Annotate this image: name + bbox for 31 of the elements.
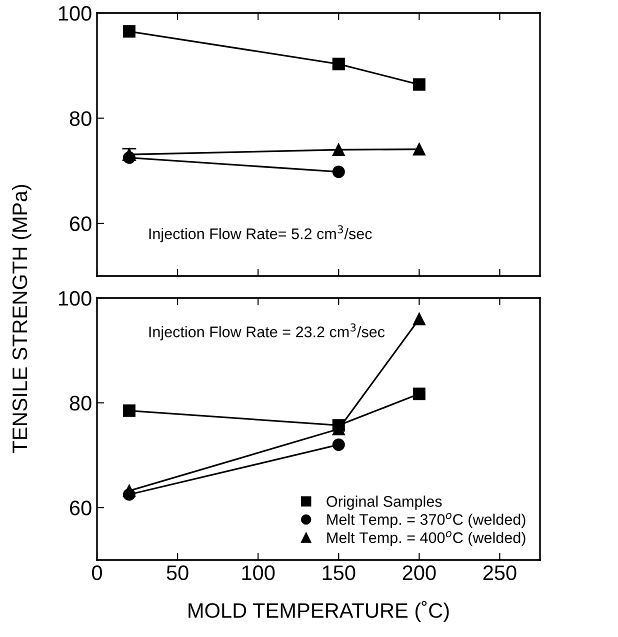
point xyxy=(332,438,345,451)
legend-label: Melt Temp. = 370$^{o}$C (welded) xyxy=(327,512,526,528)
y-tick-label: 80 xyxy=(70,111,92,126)
y-axis-title: TENSILE STRENGTH (MPa) xyxy=(12,184,32,453)
point xyxy=(332,419,345,432)
x-tick-label: 100 xyxy=(242,565,275,580)
y-tick-label: 80 xyxy=(70,396,92,411)
x-tick-label: 0 xyxy=(92,565,102,580)
y-tick-label: 60 xyxy=(70,216,92,232)
legend-label: Melt Temp. = 400$^{o}$C (welded) xyxy=(327,531,526,546)
annotation: Injection Flow Rate = 23.2 cm$^{3}$/sec xyxy=(149,323,385,340)
point xyxy=(412,312,426,326)
x-axis-title: MOLD TEMPERATURE (˚C) xyxy=(188,600,449,622)
x-tick-label: 50 xyxy=(166,565,188,580)
x-tick-label: 150 xyxy=(322,565,356,580)
point xyxy=(412,78,426,91)
point xyxy=(122,488,136,501)
point xyxy=(122,404,136,417)
point xyxy=(122,25,136,38)
point xyxy=(332,144,345,156)
point xyxy=(412,142,426,156)
legend-label: Original Samples xyxy=(326,496,442,510)
point xyxy=(412,388,426,400)
point xyxy=(332,166,345,178)
y-tick-label: 100 xyxy=(58,6,92,21)
x-tick-label: 250 xyxy=(483,565,516,580)
point xyxy=(332,58,345,70)
annotation: Injection Flow Rate= 5.2 cm$^{3}$/sec xyxy=(149,225,372,242)
y-tick-label: 100 xyxy=(58,291,92,306)
y-tick-label: 60 xyxy=(70,500,92,516)
x-tick-label: 200 xyxy=(402,565,436,580)
